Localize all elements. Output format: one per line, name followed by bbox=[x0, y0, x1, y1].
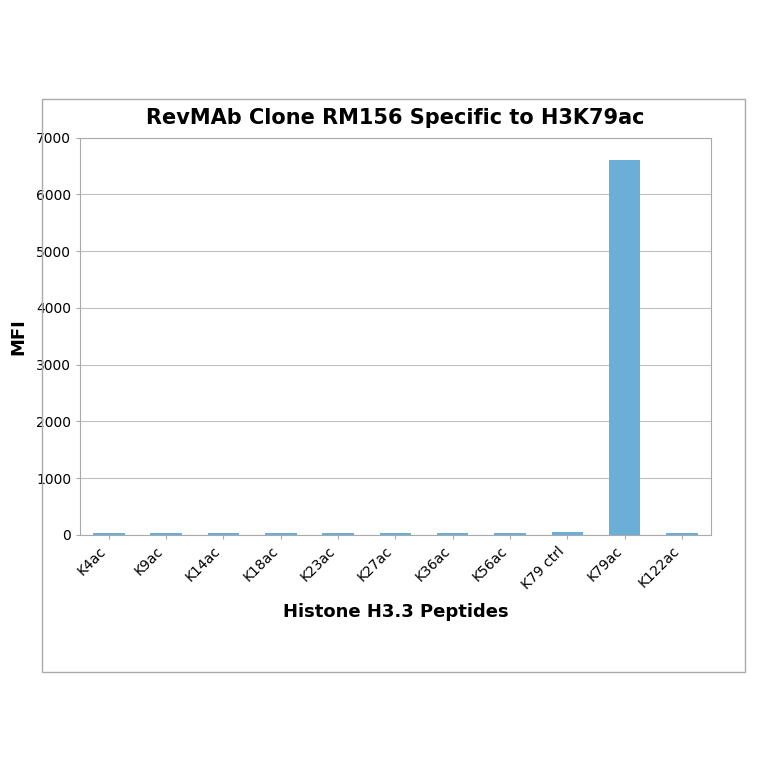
Bar bbox=[208, 533, 239, 535]
Bar bbox=[380, 533, 411, 535]
Y-axis label: MFI: MFI bbox=[10, 318, 28, 354]
Bar bbox=[437, 533, 468, 535]
Bar bbox=[494, 533, 526, 535]
X-axis label: Histone H3.3 Peptides: Histone H3.3 Peptides bbox=[283, 603, 508, 621]
Title: RevMAb Clone RM156 Specific to H3K79ac: RevMAb Clone RM156 Specific to H3K79ac bbox=[146, 108, 645, 128]
Bar bbox=[265, 533, 296, 535]
Bar bbox=[666, 533, 698, 535]
Bar bbox=[322, 533, 354, 535]
Bar bbox=[151, 533, 182, 535]
Bar bbox=[552, 532, 583, 535]
Bar bbox=[93, 533, 125, 535]
Bar bbox=[609, 160, 640, 535]
